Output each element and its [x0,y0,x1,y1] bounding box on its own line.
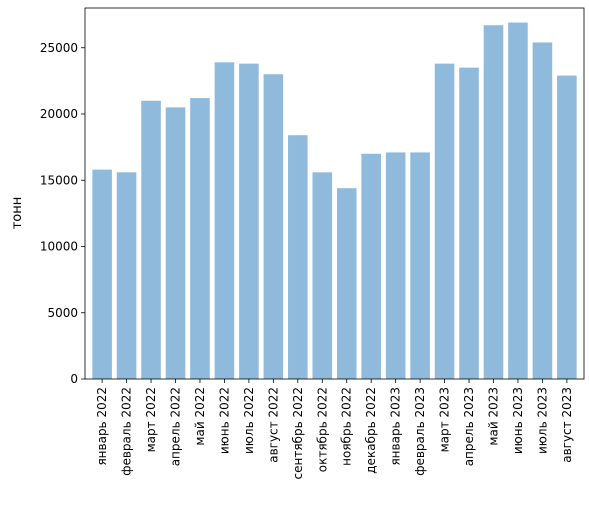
x-tick-label: июнь 2023 [511,387,525,454]
x-tick-label: февраль 2022 [120,387,134,476]
x-tick-label: июнь 2022 [217,387,231,454]
bar-19 [532,42,553,379]
x-tick-label: май 2023 [487,387,501,446]
bar-15 [434,63,455,380]
x-tick-label: декабрь 2022 [364,387,378,474]
x-tick-label: январь 2023 [389,387,403,466]
x-tick-label: март 2023 [438,387,452,452]
x-tick-label: апрель 2022 [169,387,183,466]
x-axis-ticks: январь 2022 февраль 2022 март 2022 апрель 2… [95,379,574,479]
bar-12 [361,153,381,379]
bar-13 [385,152,406,379]
y-axis-label: тонн [10,197,25,230]
plot-frame [84,7,585,380]
bar-3 [141,100,161,379]
y-tick-label: 0 [70,372,78,386]
y-tick-label: 15000 [40,173,78,187]
bar-18 [508,22,528,379]
x-tick-label: июль 2022 [242,387,256,454]
bar-2 [116,172,137,379]
y-tick-label: 25000 [40,41,78,55]
bar-20 [557,75,577,379]
y-tick-label: 20000 [40,107,78,121]
bar-1 [92,169,112,379]
x-tick-label: февраль 2023 [413,387,427,476]
y-axis-ticks: 0 5000 10000 15000 20000 25000 [40,41,85,386]
bar-11 [336,188,357,379]
bar-10 [312,172,333,379]
x-tick-label: октябрь 2022 [315,387,329,472]
x-tick-label: июль 2023 [535,387,549,454]
y-tick-label: 10000 [40,240,78,254]
x-tick-label: март 2022 [144,387,158,452]
bar-6 [214,62,235,379]
x-tick-label: апрель 2023 [462,387,476,466]
y-tick-label: 5000 [47,306,78,320]
x-tick-label: май 2022 [193,387,207,446]
bar-9 [288,135,308,379]
bar-8 [263,74,284,379]
bar-4 [165,107,186,380]
bar-16 [459,67,479,380]
x-tick-label: январь 2022 [95,387,109,466]
bar-14 [410,152,430,379]
x-tick-label: август 2023 [560,387,574,463]
bars-group [92,22,577,380]
x-tick-label: сентябрь 2022 [291,387,305,479]
bar-7 [239,63,259,380]
bar-5 [190,98,210,379]
x-tick-label: август 2022 [266,387,280,463]
x-tick-label: ноябрь 2022 [340,387,354,466]
bar-17 [483,25,504,379]
